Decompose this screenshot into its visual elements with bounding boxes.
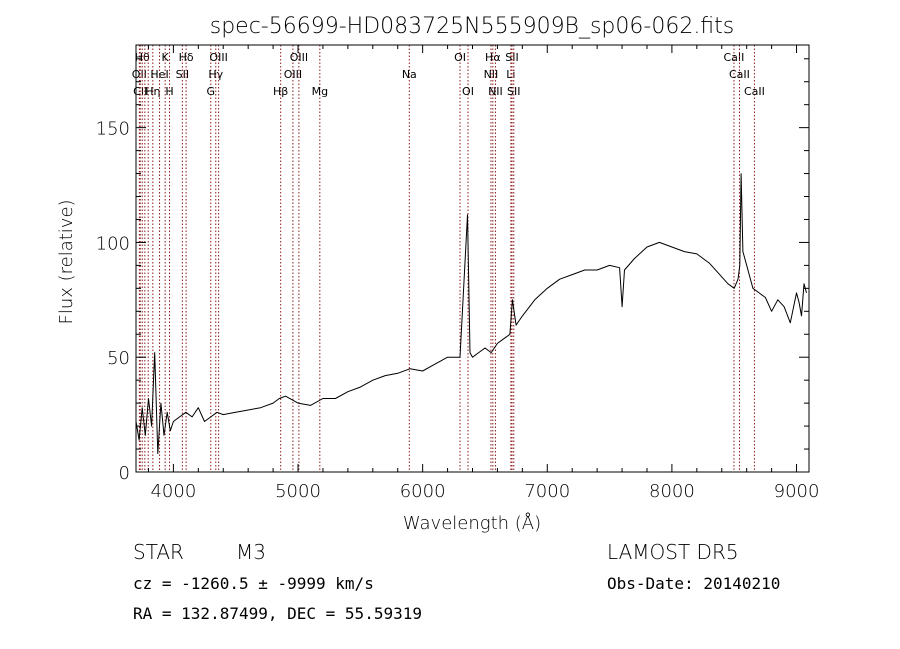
y-axis-ticks: 0 50 100 150 [96, 58, 809, 484]
redshift-readout: cz = -1260.5 ± -9999 km/s [133, 574, 374, 593]
x-axis-label: Wavelength (Å) [403, 512, 541, 534]
line-marker-label: OIII [209, 51, 227, 64]
x-tick-label: 5000 [275, 481, 321, 502]
survey-label: LAMOST DR5 [607, 540, 739, 564]
y-axis-label: Flux (relative) [56, 199, 77, 324]
line-marker-label: OI [462, 85, 474, 98]
line-marker-label: SII [505, 51, 518, 64]
line-marker-label: Hβ [273, 85, 288, 98]
y-tick-label: 0 [119, 463, 130, 484]
coordinates-readout: RA = 132.87499, DEC = 55.59319 [133, 604, 422, 623]
line-marker-label: Mg [312, 85, 328, 98]
line-markers: OIICIIHθHηHeIKHSIIHδGHγOIIIHβOIIIOIIIMgN… [132, 45, 765, 472]
x-tick-label: 6000 [400, 481, 446, 502]
y-tick-label: 100 [96, 233, 130, 254]
line-marker-label: G [207, 85, 216, 98]
plot-frame [135, 44, 810, 473]
x-axis-ticks: 4000 5000 6000 7000 8000 9000 [147, 45, 820, 502]
line-marker-label: H [165, 85, 173, 98]
line-marker-label: CaII [729, 68, 750, 81]
x-tick-label: 9000 [774, 481, 820, 502]
line-marker-label: CaII [744, 85, 765, 98]
line-marker-label: OIII [290, 51, 308, 64]
y-tick-label: 50 [107, 348, 130, 369]
line-marker-label: CaII [724, 51, 745, 64]
line-marker-label: Hγ [208, 68, 223, 81]
line-marker-label: Hα [485, 51, 501, 64]
line-marker-label: SII [507, 85, 520, 98]
subclass-label: M3 [236, 540, 266, 564]
line-marker-label: Na [402, 68, 417, 81]
line-marker-label: NII [484, 68, 499, 81]
spectrum-series [135, 173, 807, 455]
spectrum-line [135, 173, 807, 455]
class-label: STAR [133, 540, 184, 564]
x-tick-label: 8000 [649, 481, 695, 502]
line-marker-label: OIII [284, 68, 302, 81]
chart-title: spec-56699-HD083725N555909B_sp06-062.fit… [210, 14, 735, 39]
x-tick-label: 7000 [524, 481, 570, 502]
line-marker-label: SII [176, 68, 189, 81]
line-marker-label: NII [488, 85, 503, 98]
obs-date-readout: Obs-Date: 20140210 [607, 574, 781, 593]
line-marker-label: Hδ [179, 51, 194, 64]
line-marker-label: Hθ [135, 51, 150, 64]
x-tick-label: 4000 [150, 481, 196, 502]
line-marker-label: Hη [145, 85, 160, 98]
y-tick-label: 150 [96, 119, 130, 140]
line-marker-label: HeI [150, 68, 168, 81]
line-marker-label: CII [133, 85, 147, 98]
line-marker-label: OI [454, 51, 466, 64]
line-marker-label: K [162, 51, 170, 64]
line-marker-label: Li [506, 68, 515, 81]
